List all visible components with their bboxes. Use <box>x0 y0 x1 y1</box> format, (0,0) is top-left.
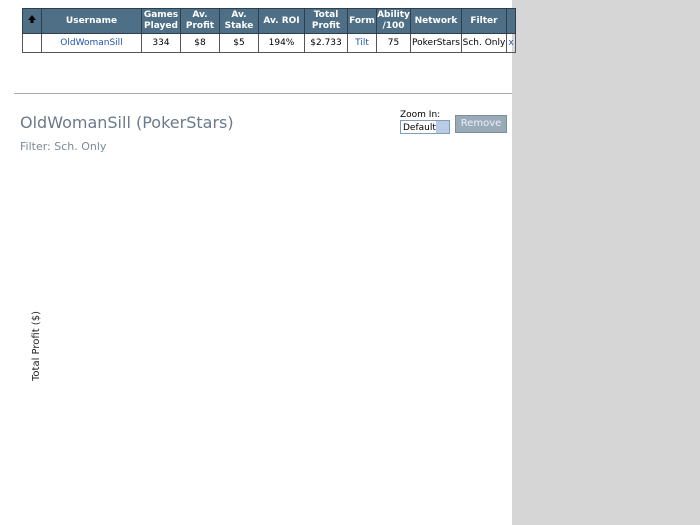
column-header[interactable]: Av. Profit <box>180 8 220 34</box>
table-cell[interactable]: OldWomanSill <box>41 33 142 53</box>
page-title: OldWomanSill (PokerStars) <box>20 113 234 132</box>
column-header[interactable]: Av. ROI <box>258 8 305 34</box>
table-cell: $5 <box>219 33 259 53</box>
remove-button[interactable]: Remove <box>455 115 507 133</box>
column-header[interactable]: Ability /100 <box>376 8 411 34</box>
zoom-select[interactable]: Default <box>400 120 450 134</box>
dropdown-arrow <box>436 121 449 133</box>
column-header[interactable]: Total Profit <box>304 8 348 34</box>
column-header[interactable]: Username <box>41 8 142 34</box>
divider <box>14 93 512 94</box>
column-header[interactable]: Filter <box>461 8 507 34</box>
zoom-label: Zoom In: <box>400 110 441 120</box>
table-cell: 194% <box>258 33 305 53</box>
row-close[interactable]: x <box>506 33 516 53</box>
table-cell: 334 <box>141 33 181 53</box>
column-header[interactable]: Av. Stake <box>219 8 259 34</box>
y-axis-label: Total Profit ($) <box>31 311 42 382</box>
chart: Total Profit ($) <box>31 311 42 382</box>
filter-label: Filter: Sch. Only <box>20 140 107 153</box>
column-header[interactable]: Form <box>347 8 377 34</box>
zoom-value: Default <box>403 123 436 133</box>
side-panel <box>512 0 700 525</box>
